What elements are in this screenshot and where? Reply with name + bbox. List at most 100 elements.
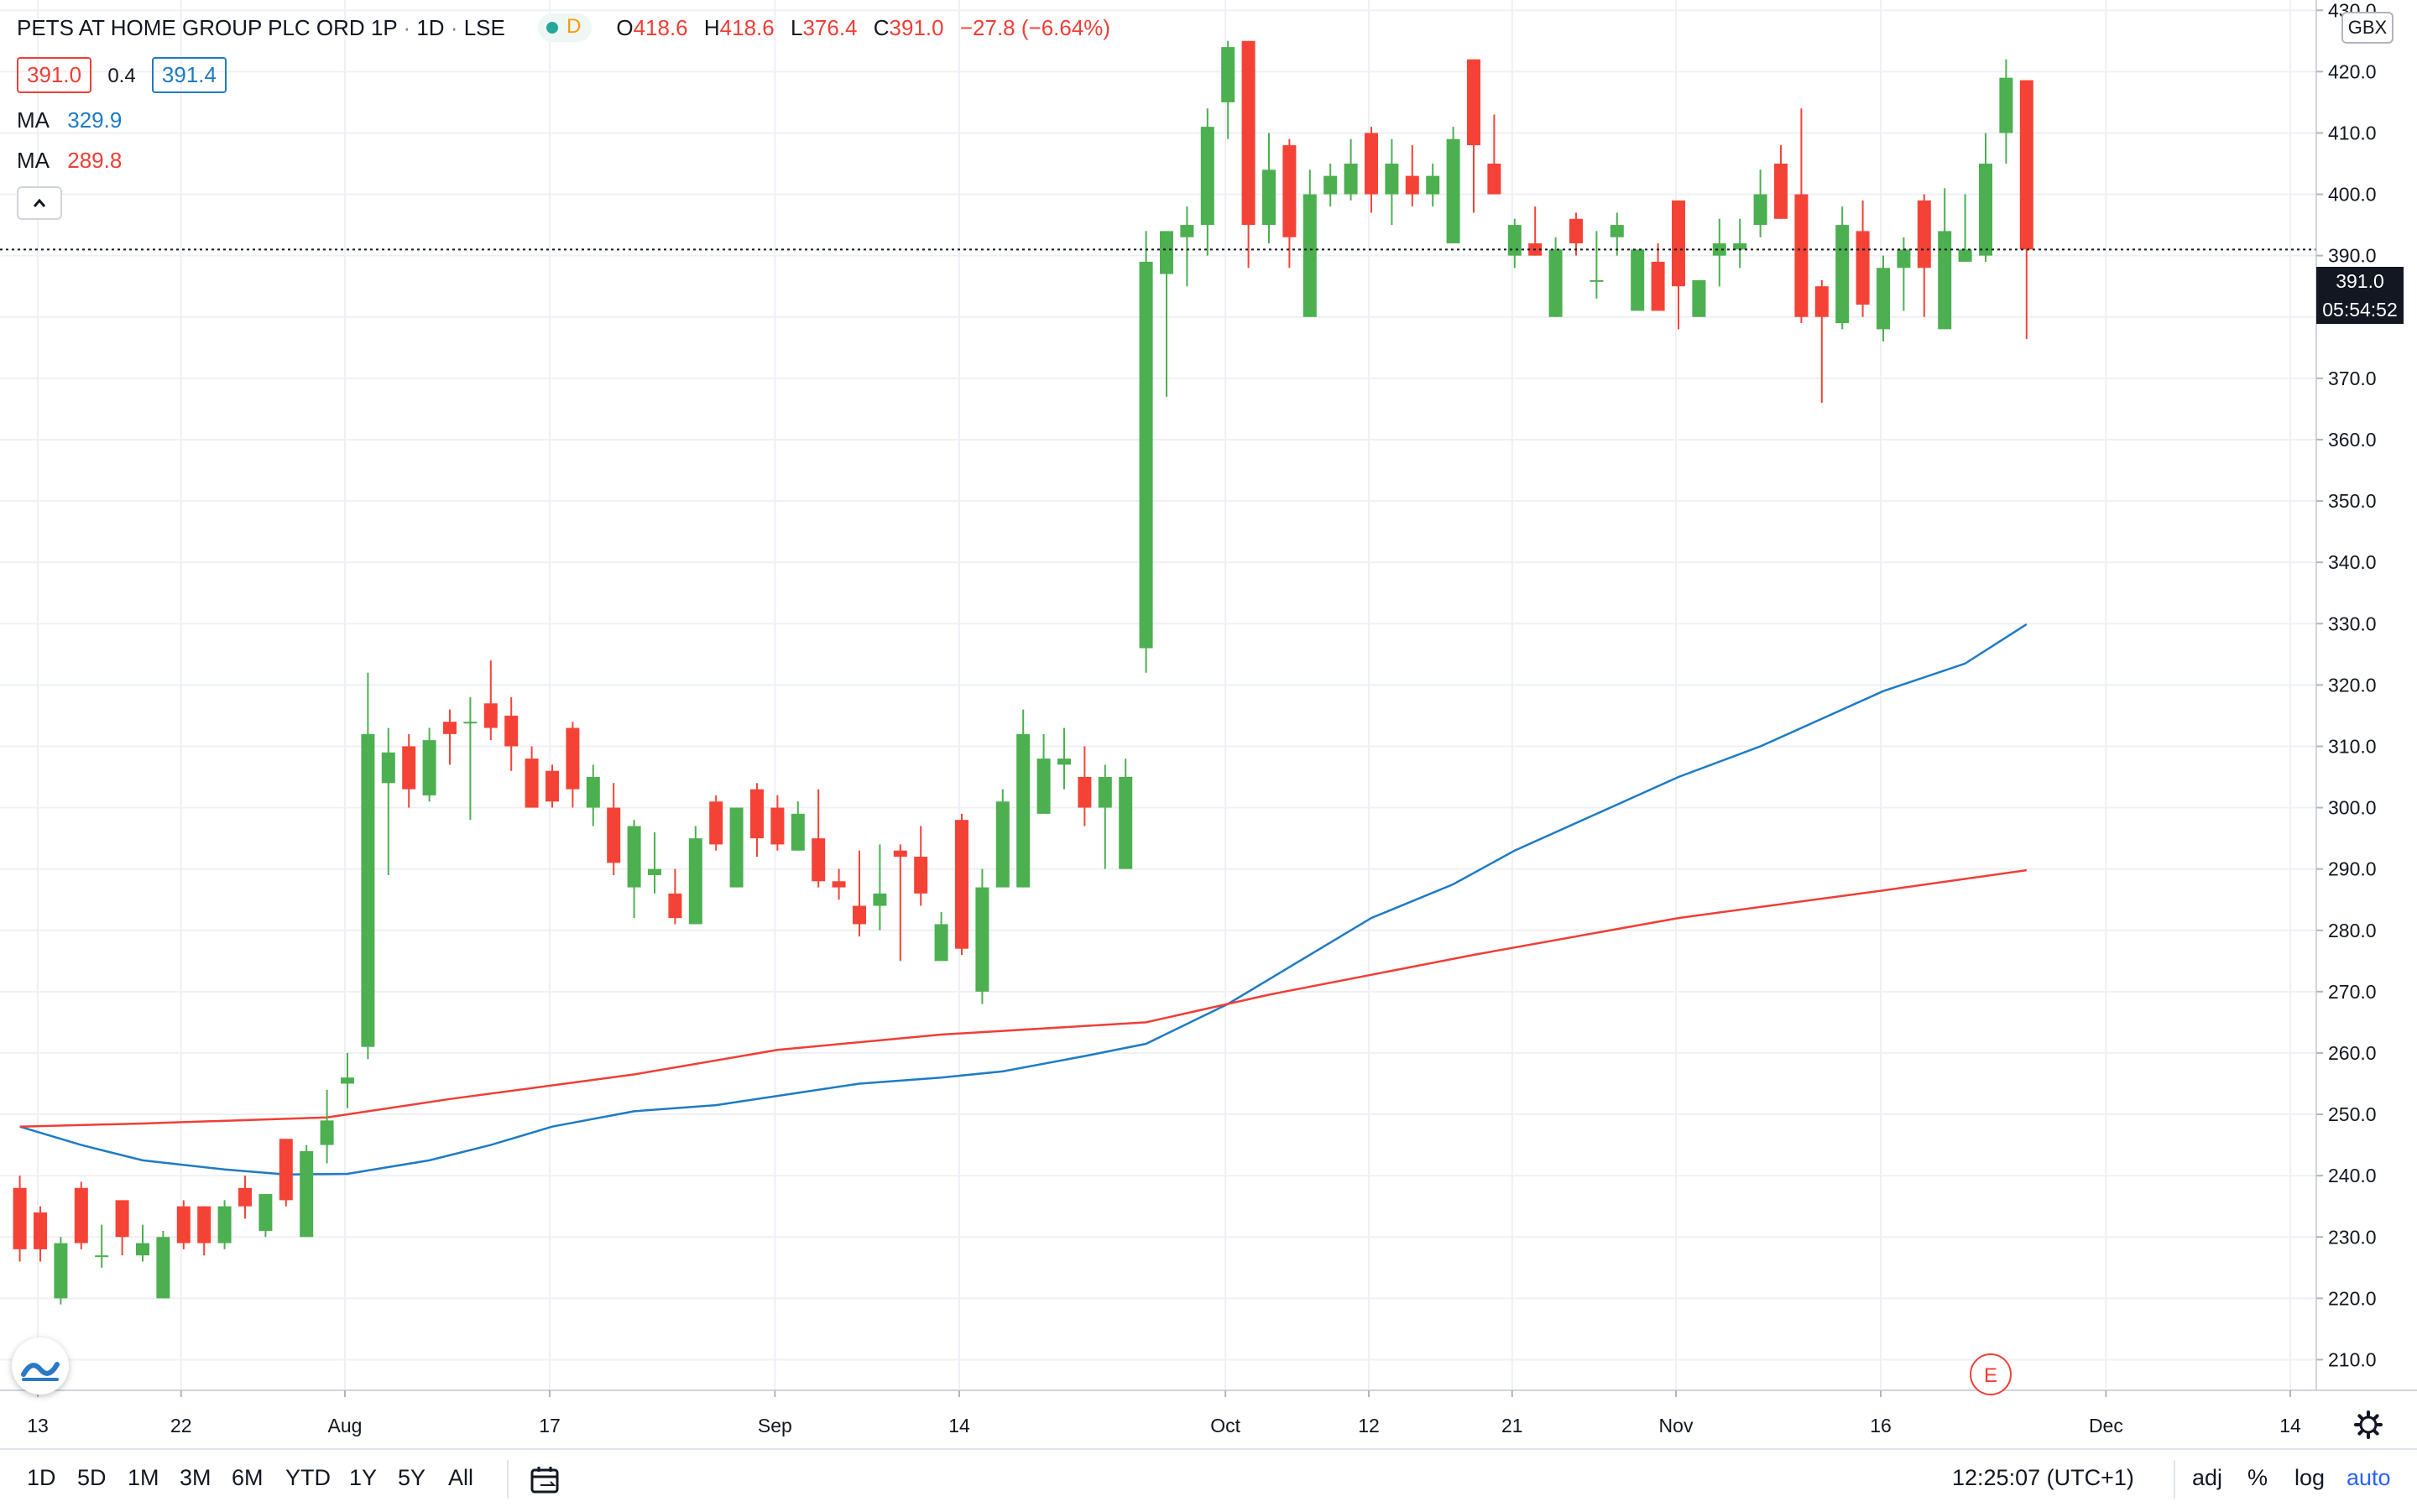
percent-scale-button[interactable]: % bbox=[2247, 1465, 2268, 1490]
range-all-button[interactable]: All bbox=[448, 1465, 474, 1490]
indicator-ma-slow[interactable]: MA 289.8 bbox=[17, 148, 122, 174]
bid-button[interactable]: 391.0 bbox=[17, 57, 92, 93]
candle-body bbox=[791, 813, 805, 851]
candle bbox=[1794, 108, 1809, 324]
candle bbox=[279, 1139, 293, 1207]
candle bbox=[914, 826, 928, 906]
candle-body bbox=[1712, 243, 1726, 256]
candle bbox=[13, 1176, 27, 1262]
candle bbox=[791, 801, 805, 851]
candle-body bbox=[914, 857, 928, 894]
time-tick-label: Sep bbox=[758, 1415, 792, 1436]
grid-lines bbox=[0, 0, 2316, 1390]
candle-body bbox=[709, 801, 723, 845]
indicator-ma-fast[interactable]: MA 329.9 bbox=[17, 107, 122, 133]
candle-body bbox=[546, 770, 559, 802]
candle-body bbox=[1856, 231, 1870, 305]
candle-body bbox=[483, 703, 498, 728]
candle bbox=[1344, 138, 1358, 201]
candle bbox=[750, 783, 764, 858]
range-5d-button[interactable]: 5D bbox=[77, 1465, 107, 1490]
price-tick-label: 230.0 bbox=[2328, 1226, 2377, 1248]
clock-timezone[interactable]: 12:25:07 (UTC+1) bbox=[1952, 1465, 2134, 1490]
candle-body bbox=[300, 1150, 314, 1238]
time-tick-label: 16 bbox=[1870, 1415, 1892, 1436]
range-6m-button[interactable]: 6M bbox=[232, 1465, 264, 1490]
log-scale-button[interactable]: log bbox=[2294, 1465, 2326, 1490]
bottom-toolbar: 1D 5D 1M 3M 6M YTD 1Y 5Y All 12:25:07 (U… bbox=[0, 1448, 2417, 1512]
candle bbox=[1282, 138, 1297, 269]
time-tick-label: 14 bbox=[2279, 1415, 2301, 1436]
candle-body bbox=[1467, 59, 1480, 146]
candle-body bbox=[750, 789, 764, 839]
candle bbox=[546, 764, 559, 808]
candle-body bbox=[1877, 268, 1890, 330]
price-tick-label: 310.0 bbox=[2328, 735, 2377, 757]
exchange-label: LSE bbox=[463, 14, 505, 40]
candle bbox=[483, 660, 498, 741]
candle bbox=[1631, 249, 1645, 311]
candle-body bbox=[136, 1243, 149, 1256]
price-axis[interactable]: 210.0 220.0 230.0 240.0 250.0 260.0 270.0 280.0… bbox=[2316, 0, 2377, 1370]
candle bbox=[648, 832, 661, 894]
candle-body bbox=[975, 887, 989, 992]
symbol-name[interactable]: PETS AT HOME GROUP PLC ORD 1P bbox=[17, 14, 398, 40]
time-tick-label: 17 bbox=[539, 1415, 561, 1436]
time-axis[interactable]: 13 22 Aug 17 Sep 14 Oct 12 21 Nov 16 Dec 14 bbox=[27, 1390, 2301, 1436]
moving-averages bbox=[19, 623, 2028, 1176]
price-tick-label: 280.0 bbox=[2328, 920, 2377, 941]
market-status-badge[interactable]: D bbox=[538, 13, 593, 42]
range-ytd-button[interactable]: YTD bbox=[285, 1465, 331, 1490]
currency-badge[interactable]: GBX bbox=[2341, 12, 2394, 44]
interval-label[interactable]: 1D bbox=[416, 14, 445, 40]
collapse-legend-button[interactable] bbox=[17, 186, 62, 220]
candle-body bbox=[1507, 225, 1522, 256]
earnings-marker[interactable]: E bbox=[1970, 1353, 2012, 1395]
settings-gear-icon[interactable] bbox=[2354, 1410, 2383, 1439]
candle bbox=[1426, 164, 1440, 207]
candle bbox=[1733, 218, 1747, 269]
range-5y-button[interactable]: 5Y bbox=[398, 1465, 426, 1490]
candle bbox=[1365, 127, 1378, 213]
candle bbox=[95, 1224, 109, 1268]
candle-body bbox=[1078, 777, 1092, 808]
time-tick-label: Dec bbox=[2089, 1415, 2123, 1436]
close-label: C bbox=[873, 14, 890, 40]
candle-body bbox=[566, 727, 580, 790]
price-chart[interactable]: 210.0 220.0 230.0 240.0 250.0 260.0 270.0 280.0… bbox=[0, 0, 2417, 1448]
candle-body bbox=[607, 807, 621, 863]
candle bbox=[320, 1089, 334, 1164]
candle bbox=[402, 733, 416, 808]
range-1d-button[interactable]: 1D bbox=[27, 1465, 56, 1490]
candle bbox=[74, 1181, 88, 1249]
candle-body bbox=[341, 1077, 354, 1084]
candle-body bbox=[217, 1206, 232, 1243]
adjust-button[interactable]: adj bbox=[2192, 1465, 2223, 1490]
symbol-legend[interactable]: PETS AT HOME GROUP PLC ORD 1P · 1D · LSE… bbox=[17, 13, 1110, 45]
price-tick-label: 420.0 bbox=[2328, 60, 2377, 82]
time-tick-label: Aug bbox=[328, 1415, 363, 1436]
price-tick-label: 290.0 bbox=[2328, 858, 2377, 880]
candle bbox=[1405, 145, 1419, 207]
candle bbox=[770, 795, 785, 851]
candle bbox=[627, 820, 641, 919]
candle bbox=[607, 783, 621, 875]
range-1y-button[interactable]: 1Y bbox=[349, 1465, 378, 1490]
candle bbox=[1302, 169, 1317, 317]
price-tick-label: 330.0 bbox=[2328, 613, 2377, 634]
candle-body bbox=[2019, 80, 2033, 250]
spread-value: 0.4 bbox=[107, 65, 136, 87]
candle-body bbox=[873, 893, 887, 906]
bid-ask-row: 391.0 0.4 391.4 bbox=[17, 57, 227, 93]
range-3m-button[interactable]: 3M bbox=[180, 1465, 211, 1490]
candle-body bbox=[1753, 194, 1767, 226]
price-tick-label: 400.0 bbox=[2328, 184, 2377, 206]
earnings-marker-label: E bbox=[1984, 1364, 1997, 1387]
candle-body bbox=[115, 1200, 129, 1238]
tradingview-logo-icon[interactable] bbox=[12, 1337, 69, 1395]
candle-body bbox=[443, 722, 457, 734]
auto-scale-button[interactable]: auto bbox=[2347, 1465, 2391, 1490]
ask-button[interactable]: 391.4 bbox=[151, 57, 227, 93]
range-1m-button[interactable]: 1M bbox=[128, 1465, 159, 1490]
date-range-calendar-icon[interactable] bbox=[529, 1463, 562, 1501]
